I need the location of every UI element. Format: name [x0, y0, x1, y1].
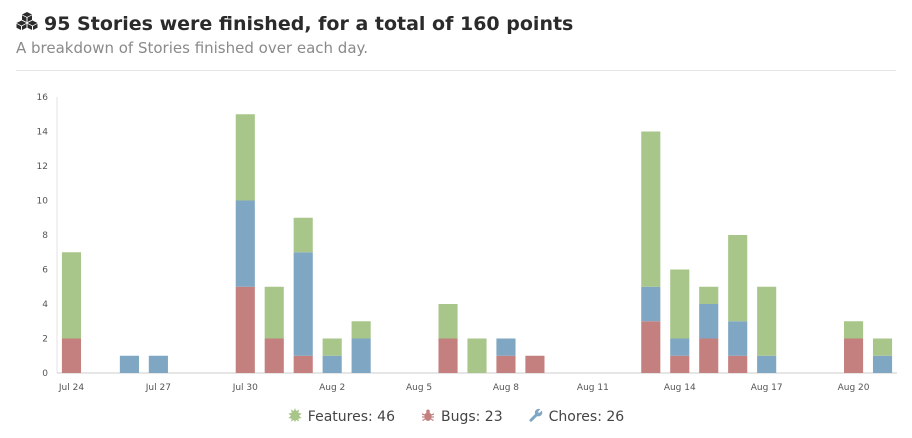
bar-chores-3: [148, 355, 168, 373]
bar-chores-8: [293, 252, 313, 356]
y-tick-label: 4: [42, 300, 48, 310]
bar-bugs-0: [61, 338, 82, 373]
x-tick-label: Aug 8: [493, 383, 519, 393]
legend-features-label: Features: 46: [307, 409, 395, 425]
x-tick-label: Aug 17: [751, 383, 783, 393]
bar-chores-24: [757, 355, 777, 373]
bar-bugs-21: [670, 355, 690, 373]
bar-chores-20: [641, 286, 661, 322]
y-tick-label: 10: [37, 197, 49, 207]
bar-bugs-15: [496, 355, 516, 373]
bar-chores-10: [351, 338, 371, 373]
bar-features-0: [61, 252, 82, 339]
legend-chores-label: Chores: 26: [548, 409, 625, 425]
y-tick-label: 14: [37, 128, 49, 138]
y-tick-label: 12: [37, 162, 48, 172]
bar-bugs-16: [525, 355, 545, 373]
bar-features-21: [670, 269, 690, 339]
y-tick-label: 0: [42, 369, 48, 379]
bar-bugs-6: [235, 286, 255, 373]
x-tick-label: Jul 27: [145, 383, 171, 393]
bar-chores-15: [496, 338, 516, 356]
bar-features-7: [264, 286, 284, 339]
bar-features-9: [322, 338, 342, 356]
bar-bugs-27: [843, 338, 864, 373]
bar-features-20: [641, 131, 661, 287]
header-divider: [16, 70, 896, 71]
bar-bugs-13: [438, 338, 458, 373]
wrench-icon: [529, 408, 543, 426]
bar-features-10: [351, 321, 371, 339]
x-tick-label: Aug 5: [406, 383, 432, 393]
legend-item-chores[interactable]: Chores: 26: [529, 408, 625, 426]
chart-subtitle: A breakdown of Stories finished over eac…: [16, 39, 369, 57]
x-tick-label: Aug 14: [664, 383, 696, 393]
bar-features-8: [293, 217, 313, 253]
bar-chores-23: [728, 321, 748, 356]
bar-chores-2: [119, 355, 139, 373]
legend-item-bugs[interactable]: Bugs: 23: [421, 408, 503, 426]
y-tick-label: 6: [42, 266, 48, 276]
bar-bugs-22: [699, 338, 719, 373]
y-tick-label: 2: [42, 335, 48, 345]
legend-item-features[interactable]: Features: 46: [288, 408, 395, 426]
bar-features-22: [699, 286, 719, 304]
boxes-icon: [16, 12, 38, 35]
bar-features-14: [467, 338, 487, 373]
bar-features-23: [728, 235, 748, 322]
y-tick-label: 16: [37, 93, 49, 103]
bar-chores-9: [322, 355, 342, 373]
x-tick-label: Aug 11: [577, 383, 609, 393]
bar-features-13: [438, 304, 458, 339]
x-tick-label: Jul 30: [232, 383, 258, 393]
bar-bugs-23: [728, 355, 748, 373]
bug-icon: [421, 408, 435, 426]
x-tick-label: Aug 20: [838, 383, 870, 393]
bar-bugs-20: [641, 321, 661, 373]
chart-title: 95 Stories were finished, for a total of…: [44, 12, 574, 35]
legend-bugs-label: Bugs: 23: [440, 409, 503, 425]
y-tick-label: 8: [42, 231, 48, 241]
bar-features-28: [872, 338, 893, 356]
chart-header: 95 Stories were finished, for a total of…: [16, 12, 896, 57]
bar-features-6: [235, 114, 255, 201]
bar-bugs-7: [264, 338, 284, 373]
bar-chores-28: [872, 355, 893, 373]
bar-chores-22: [699, 304, 719, 339]
feature-star-icon: [288, 408, 302, 426]
chart-legend: Features: 46 Bugs: 23: [0, 408, 912, 426]
x-tick-label: Jul 24: [58, 383, 84, 393]
bar-chores-21: [670, 338, 690, 356]
stacked-bar-chart: 0 2 4 6 8 10 12 14 16 Jul 24 Jul 27 Jul 30 Aug 2 Aug …: [37, 93, 897, 393]
bar-chores-6: [235, 200, 255, 287]
bar-features-27: [843, 321, 864, 339]
bar-bugs-8: [293, 355, 313, 373]
bar-features-24: [757, 286, 777, 356]
x-tick-label: Aug 2: [319, 383, 345, 393]
